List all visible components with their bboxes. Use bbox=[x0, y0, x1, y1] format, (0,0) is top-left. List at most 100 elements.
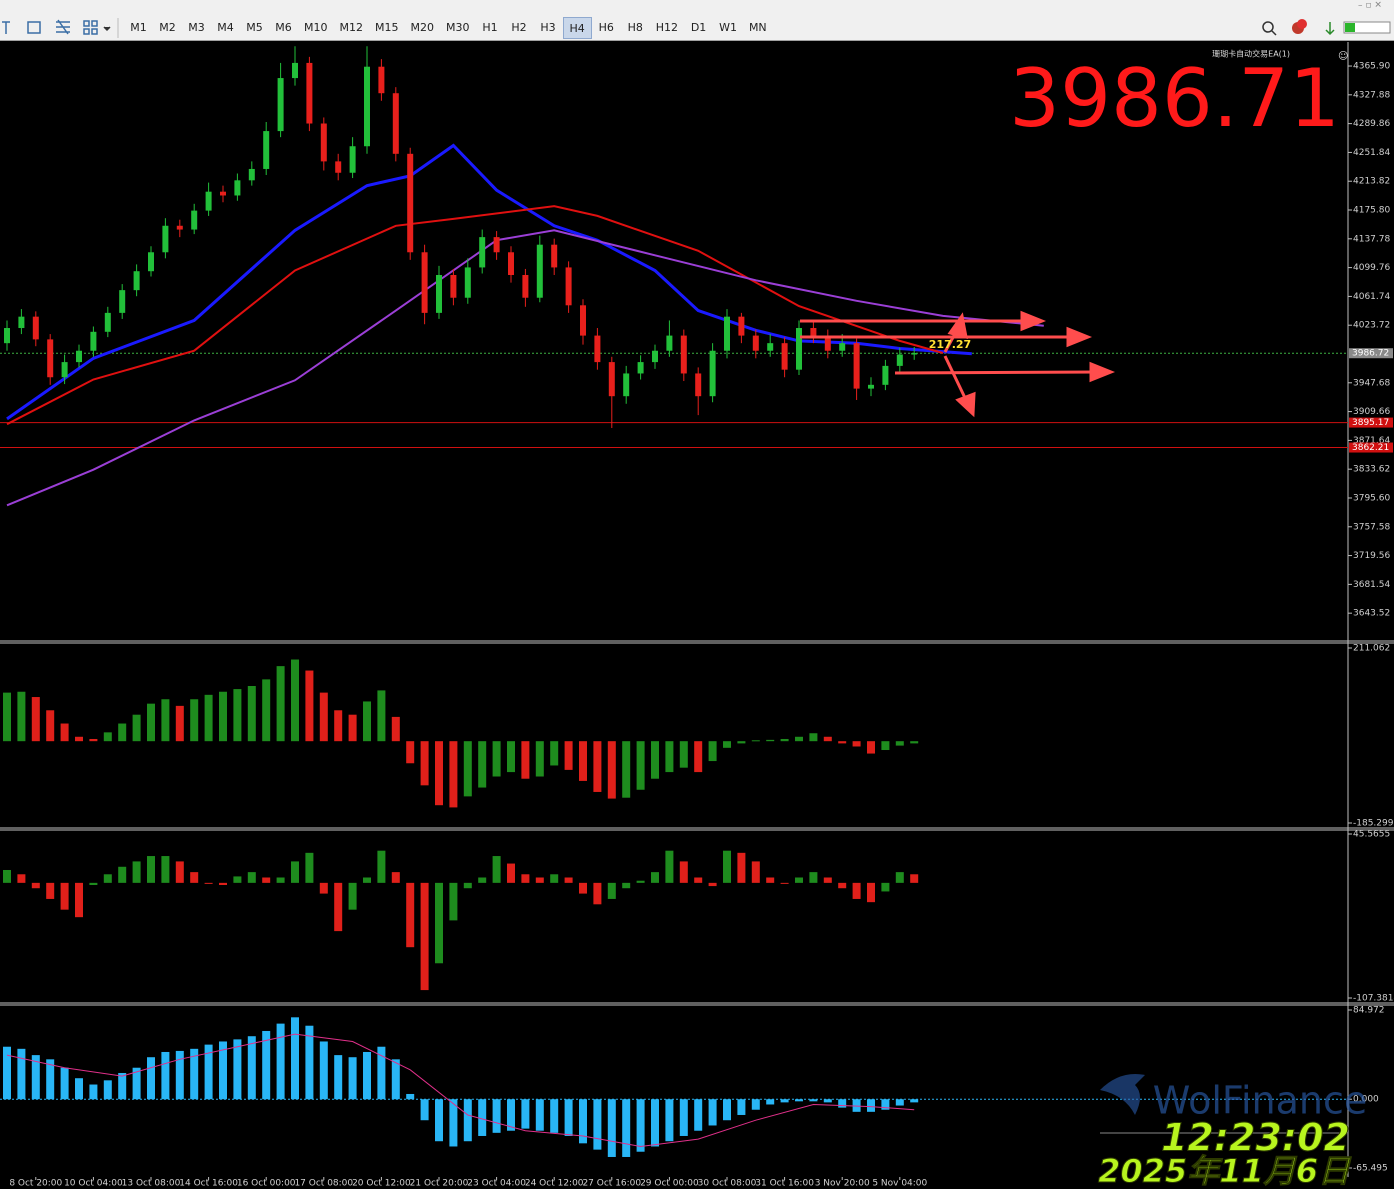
price-tag bbox=[1349, 348, 1393, 359]
timeframe-button[interactable]: D1 bbox=[690, 21, 707, 34]
macd-bar bbox=[449, 1099, 458, 1147]
histogram-bar bbox=[895, 872, 904, 883]
objects-icon[interactable] bbox=[83, 20, 90, 27]
candle-body bbox=[695, 373, 702, 397]
histogram-bar bbox=[535, 741, 544, 777]
candle-body bbox=[450, 274, 457, 298]
macd-bar bbox=[276, 1023, 285, 1100]
price-tag-label: 3895.17 bbox=[1352, 418, 1389, 428]
timeframe-button[interactable]: M1 bbox=[130, 21, 147, 34]
timeframe-button[interactable]: MN bbox=[748, 21, 767, 34]
timeframe-button[interactable]: H8 bbox=[627, 21, 643, 34]
x-tick-label: 31 Oct 16:00 bbox=[755, 1179, 814, 1189]
histogram-bar bbox=[305, 670, 314, 742]
candle-body bbox=[18, 316, 25, 329]
macd-bar bbox=[262, 1030, 271, 1100]
timeframe-button[interactable]: H6 bbox=[598, 21, 614, 34]
timeframe-button[interactable]: H12 bbox=[655, 21, 679, 34]
macd-bar bbox=[636, 1099, 645, 1152]
timeframe-button[interactable]: H4 bbox=[562, 17, 592, 39]
price-tag bbox=[1349, 417, 1393, 428]
histogram-bar bbox=[103, 874, 112, 883]
fibo-tool-icon[interactable] bbox=[56, 19, 70, 35]
timeframe-button[interactable]: M10 bbox=[304, 21, 328, 34]
histogram-bar bbox=[550, 874, 559, 883]
chart-background bbox=[0, 42, 1394, 1189]
macd-bar bbox=[679, 1099, 688, 1136]
timeframe-button[interactable]: H1 bbox=[482, 21, 498, 34]
histogram-bar bbox=[622, 882, 631, 889]
signal-icon[interactable] bbox=[1325, 22, 1335, 36]
macd-bar bbox=[17, 1048, 26, 1100]
macd-bar bbox=[665, 1099, 674, 1142]
y-tick-label: 3795.60 bbox=[1353, 493, 1390, 503]
macd-bar bbox=[363, 1051, 371, 1100]
macd-bar bbox=[233, 1039, 242, 1100]
y-tick-label: 3947.68 bbox=[1353, 378, 1390, 388]
macd-bar bbox=[118, 1072, 127, 1100]
macd-bar bbox=[31, 1055, 40, 1100]
y-tick-label: 3643.52 bbox=[1353, 609, 1390, 619]
date: 2025年11月6日 bbox=[1098, 1152, 1352, 1189]
candle-body bbox=[522, 274, 529, 298]
macd-bar bbox=[478, 1099, 487, 1136]
macd-bar bbox=[795, 1099, 803, 1102]
candle-body bbox=[119, 290, 126, 313]
search-icon[interactable] bbox=[1262, 21, 1274, 33]
timeframe-button[interactable]: M30 bbox=[446, 21, 470, 34]
histogram-bar bbox=[291, 659, 299, 742]
candle-body bbox=[364, 66, 370, 147]
macd-bar bbox=[377, 1046, 386, 1100]
timeframe-button[interactable]: W1 bbox=[719, 21, 737, 34]
timeframe-button[interactable]: H2 bbox=[511, 21, 527, 34]
x-tick-label: 23 Oct 04:00 bbox=[467, 1179, 526, 1189]
histogram-bar bbox=[262, 877, 271, 883]
timeframe-button[interactable]: M20 bbox=[410, 21, 435, 34]
y-tick-label: 4023.72 bbox=[1353, 321, 1390, 331]
timeframe-button[interactable]: M12 bbox=[339, 21, 364, 34]
macd-bar bbox=[737, 1099, 746, 1115]
histogram-bar bbox=[219, 882, 227, 886]
shape-tool-icon[interactable] bbox=[27, 21, 41, 34]
macd-bar bbox=[694, 1099, 703, 1131]
histogram-bar bbox=[420, 741, 429, 786]
moving-average bbox=[6, 229, 1044, 507]
timeframe-button[interactable]: M2 bbox=[159, 21, 176, 34]
histogram-bar bbox=[823, 736, 832, 742]
macd-bar bbox=[247, 1036, 256, 1100]
macd-bar bbox=[607, 1099, 616, 1157]
candle-body bbox=[666, 335, 673, 351]
y-tick-label: 3909.66 bbox=[1353, 407, 1390, 417]
histogram-bar bbox=[823, 877, 832, 883]
timeframe-button[interactable]: M3 bbox=[188, 21, 205, 34]
histogram-bar bbox=[723, 850, 731, 883]
text-tool-icon[interactable] bbox=[2, 21, 10, 34]
macd-bar bbox=[550, 1099, 559, 1133]
histogram-bar bbox=[449, 882, 458, 921]
timeframe-button[interactable]: M15 bbox=[375, 21, 399, 34]
timeframe-button[interactable]: M4 bbox=[217, 21, 234, 34]
histogram-bar bbox=[607, 882, 616, 899]
timeframe-button[interactable]: H3 bbox=[540, 21, 556, 34]
candle-body bbox=[133, 271, 140, 291]
y-tick-label: 3833.62 bbox=[1353, 465, 1390, 475]
histogram-bar bbox=[175, 861, 184, 883]
y-tick-label: 4213.82 bbox=[1353, 177, 1390, 187]
histogram-bar bbox=[147, 703, 155, 742]
timeframe-button[interactable]: M6 bbox=[275, 21, 292, 34]
histogram-bar bbox=[852, 741, 861, 747]
histogram-bar bbox=[708, 741, 717, 762]
candle-body bbox=[148, 252, 154, 272]
moving-average bbox=[6, 143, 972, 421]
histogram-bar bbox=[651, 741, 659, 779]
histogram-bar bbox=[708, 882, 717, 887]
histogram-bar bbox=[363, 877, 371, 883]
histogram-bar bbox=[679, 741, 688, 768]
candle-body bbox=[191, 210, 198, 230]
x-tick-label: 29 Oct 00:00 bbox=[640, 1179, 699, 1189]
histogram-bar bbox=[895, 741, 904, 746]
candle-body bbox=[594, 335, 601, 363]
timeframe-button[interactable]: M5 bbox=[246, 21, 263, 34]
x-tick-label: 5 Nov 04:00 bbox=[872, 1179, 927, 1189]
candle-body bbox=[680, 335, 687, 374]
